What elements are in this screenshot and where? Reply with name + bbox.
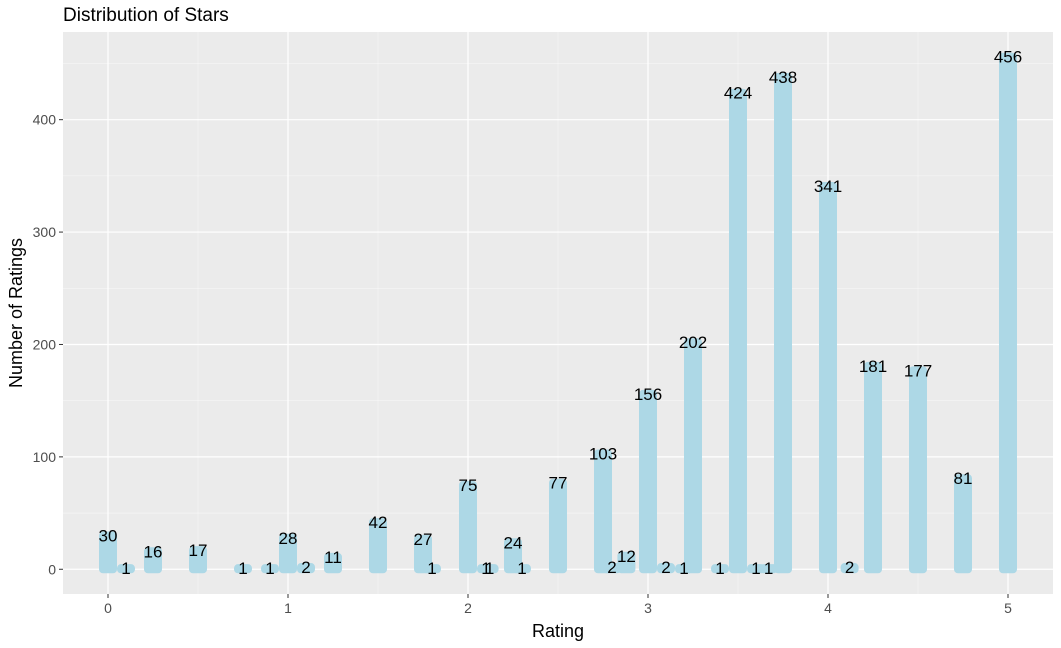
y-tick-label: 400 [33,112,57,128]
bar [324,552,342,574]
bar-value-label: 438 [769,68,797,87]
x-tick-label: 2 [464,600,472,616]
bar [729,88,747,574]
bar [909,366,927,574]
bar-value-label: 156 [634,385,662,404]
bar-value-label: 30 [99,527,118,546]
x-axis-title: Rating [532,621,584,641]
bars [99,52,1017,574]
bar-value-label: 27 [414,530,433,549]
bar [144,547,162,574]
bar-value-label: 81 [954,469,973,488]
bar-value-label: 1 [751,559,760,578]
x-tick-label: 5 [1004,600,1012,616]
bar-value-label: 77 [549,474,568,493]
bar [234,564,252,574]
bar [840,563,859,574]
bar-value-label: 75 [459,476,478,495]
bar [617,551,636,574]
bar [297,563,315,574]
bar [279,533,297,574]
bar [480,564,499,574]
bar [99,531,117,574]
bar-value-label: 2 [607,558,616,577]
bar [117,564,135,574]
bar [954,474,972,574]
x-tick-label: 1 [284,600,292,616]
bar [657,563,675,574]
x-tick-label: 3 [644,600,652,616]
bar [549,478,567,574]
bar-value-label: 1 [265,559,274,578]
x-axis: 0 1 2 3 4 5 [104,594,1012,616]
bar-value-label: 1 [481,559,490,578]
bar-value-label: 42 [369,513,388,532]
bar-value-label: 12 [617,547,636,566]
bar [459,480,477,574]
bar [189,546,207,574]
bar [594,449,612,574]
bar [261,564,279,574]
bar-value-label: 202 [679,333,707,352]
bar [513,564,531,574]
bar [639,389,657,574]
bar-value-label: 1 [679,559,688,578]
chart-title: Distribution of Stars [63,5,229,26]
bar-value-label: 17 [189,541,208,560]
bar-value-label: 11 [324,548,342,567]
bar-value-label: 1 [427,559,436,578]
bar [684,338,702,574]
bar-value-label: 2 [845,558,854,577]
bar-value-label: 1 [485,559,494,578]
bar-value-label: 24 [504,533,523,552]
bar [999,52,1017,574]
bar [819,181,837,574]
bar-value-label: 1 [121,559,130,578]
x-tick-label: 4 [824,600,832,616]
bar-value-label: 341 [814,177,842,196]
y-tick-label: 200 [33,336,57,352]
y-tick-label: 0 [48,561,56,577]
bar-value-label: 1 [238,559,247,578]
bar-value-label: 1 [715,559,724,578]
bar-value-label: 2 [301,558,310,577]
y-tick-label: 100 [33,449,57,465]
y-axis: 0 100 200 300 400 [33,112,63,577]
bar-value-label: 181 [859,357,887,376]
bar-value-label: 177 [904,361,932,380]
bar [423,564,441,574]
y-axis-title: Number of Ratings [6,238,26,388]
bar [603,563,621,574]
bar-value-label: 2 [661,558,670,577]
y-tick-label: 300 [33,224,57,240]
bar [759,564,778,574]
bar-value-label: 424 [724,84,752,103]
x-tick-label: 0 [104,600,112,616]
bar-value-label: 103 [589,445,617,464]
bar-value-label: 1 [764,559,773,578]
bar [774,72,792,574]
bar [711,564,729,574]
bar-value-label: 16 [144,542,163,561]
bar [864,361,882,574]
bar-value-label: 28 [279,529,298,548]
bar-value-label: 1 [517,559,526,578]
bar [369,518,387,574]
bar-value-label: 456 [994,48,1022,67]
